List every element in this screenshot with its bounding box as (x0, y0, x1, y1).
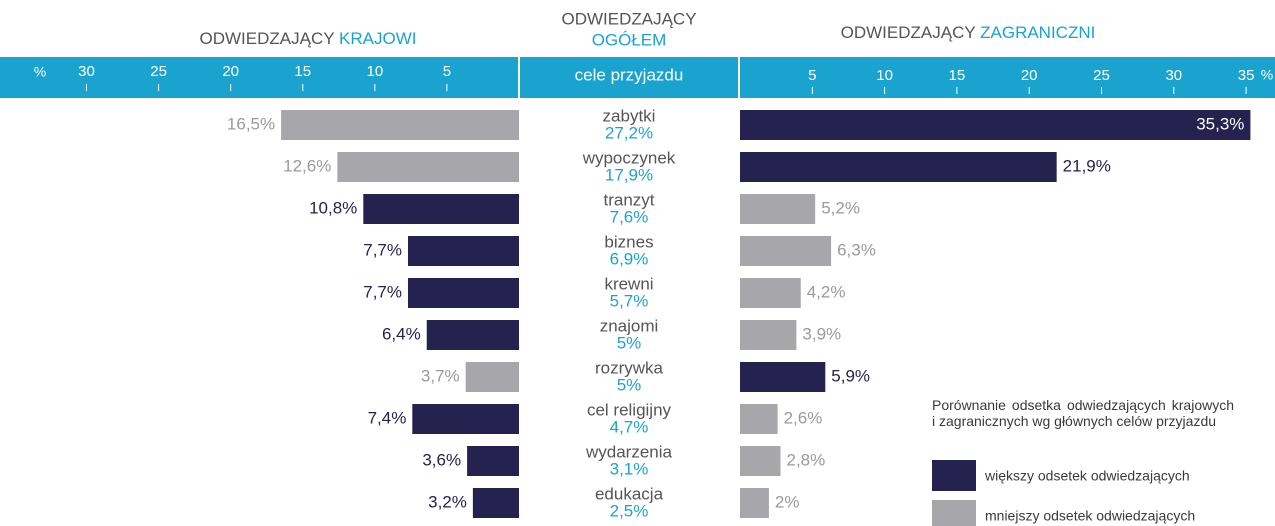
bar (740, 152, 1057, 182)
bar (740, 446, 781, 476)
data-label: 10,8% (309, 198, 357, 217)
header-band (0, 57, 1275, 98)
left-title: ODWIEDZAJĄCY KRAJOWI (200, 29, 417, 48)
title-highlight: ZAGRANICZNI (980, 23, 1095, 42)
bar (412, 404, 519, 434)
x-tick-label: 30 (78, 63, 95, 80)
data-label: 7,7% (363, 282, 402, 301)
bar (363, 194, 519, 224)
bar (281, 110, 519, 140)
data-label: 5,2% (821, 198, 860, 217)
legend-label: mniejszy odsetek odwiedzających (985, 508, 1195, 524)
bar (337, 152, 519, 182)
bar (740, 194, 816, 224)
data-label: 3,9% (802, 324, 841, 343)
legend-note: Porównanie odsetka odwiedzających krajow… (932, 397, 1234, 429)
category-label: biznes (604, 232, 653, 251)
category-label: rozrywka (595, 358, 664, 377)
x-tick-label: 30 (1165, 67, 1182, 84)
data-label: 2% (775, 492, 800, 511)
data-label: 6,4% (382, 324, 421, 343)
data-label: 16,5% (227, 114, 275, 133)
data-label: 12,6% (283, 156, 331, 175)
legend-swatch (932, 500, 976, 526)
legend-label: większy odsetek odwiedzających (984, 468, 1190, 484)
x-tick-label: 15 (949, 67, 966, 84)
data-label: 2,8% (786, 450, 825, 469)
data-label: 4,2% (807, 282, 846, 301)
x-tick-label: 25 (1093, 67, 1110, 84)
data-label: 3,2% (428, 492, 467, 511)
bar (407, 278, 519, 308)
category-label: cel religijny (587, 400, 672, 419)
bar (740, 236, 832, 266)
center-header: cele przyjazdu (575, 65, 684, 84)
category-label: wydarzenia (585, 442, 673, 461)
center-title-highlight: OGÓŁEM (592, 30, 667, 49)
data-label: 3,6% (422, 450, 461, 469)
x-tick-label: 20 (222, 63, 239, 80)
overall-value: 6,9% (610, 249, 649, 268)
x-tick-label: 10 (366, 63, 383, 80)
bar (465, 362, 519, 392)
data-label: 2,6% (784, 408, 823, 427)
title-highlight: KRAJOWI (339, 29, 416, 48)
data-label: 7,4% (368, 408, 407, 427)
overall-value: 7,6% (610, 207, 649, 226)
data-label: 21,9% (1063, 156, 1111, 175)
overall-value: 4,7% (610, 417, 649, 436)
bar (740, 320, 797, 350)
data-label: 5,9% (831, 366, 870, 385)
legend-swatch (932, 460, 976, 491)
bar (467, 446, 519, 476)
x-tick-label: 10 (876, 67, 893, 84)
overall-value: 2,5% (610, 501, 649, 520)
x-tick-label: 25 (150, 63, 167, 80)
category-label: edukacja (595, 484, 664, 503)
x-tick-label: 35 (1238, 67, 1255, 84)
category-label: wypoczynek (582, 148, 676, 167)
overall-value: 17,9% (605, 165, 653, 184)
data-label: 3,7% (421, 366, 460, 385)
overall-value: 5% (617, 333, 642, 352)
title-part: ODWIEDZAJĄCY (841, 23, 976, 42)
bar (407, 236, 519, 266)
category-label: krewni (604, 274, 653, 293)
x-tick-label: 5 (443, 63, 451, 80)
title-part: ODWIEDZAJĄCY (200, 29, 335, 48)
axis-unit: % (1261, 67, 1273, 83)
bar (740, 278, 801, 308)
overall-value: 5% (617, 375, 642, 394)
bar (472, 488, 519, 518)
bar (740, 488, 769, 518)
data-label: 6,3% (837, 240, 876, 259)
category-label: tranzyt (603, 190, 654, 209)
data-label: 35,3% (1196, 114, 1244, 133)
bar (740, 362, 826, 392)
category-label: znajomi (600, 316, 659, 335)
bar (426, 320, 519, 350)
data-label: 7,7% (363, 240, 402, 259)
overall-value: 5,7% (610, 291, 649, 310)
right-title: ODWIEDZAJĄCY ZAGRANICZNI (841, 23, 1096, 42)
overall-value: 27,2% (605, 123, 653, 142)
axis-unit: % (34, 64, 46, 80)
x-tick-label: 15 (294, 63, 311, 80)
bar (740, 110, 1251, 140)
x-tick-label: 20 (1021, 67, 1038, 84)
x-tick-label: 5 (808, 67, 816, 84)
center-title: ODWIEDZAJĄCY (561, 9, 696, 28)
overall-value: 3,1% (610, 459, 649, 478)
bar (740, 404, 778, 434)
category-label: zabytki (603, 106, 656, 125)
